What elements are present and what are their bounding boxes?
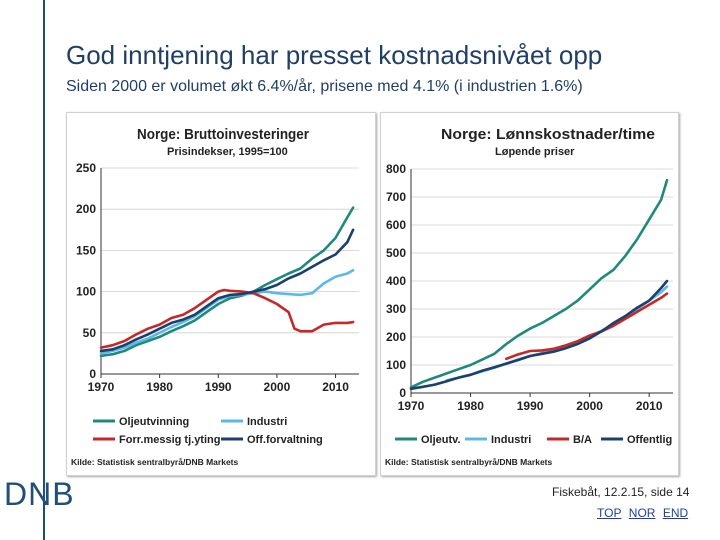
- legend-label: B/A: [573, 434, 592, 446]
- y-tick-label: 100: [76, 285, 96, 299]
- y-tick-label: 200: [76, 202, 96, 216]
- y-tick-label: 200: [386, 330, 406, 344]
- series-line-3: [99, 228, 355, 353]
- x-tick-label: 2000: [576, 399, 603, 413]
- footer-navigation: TOP NOR END: [597, 506, 692, 520]
- legend-label: Forr.messig tj.yting: [119, 434, 220, 446]
- slide-title: God inntjening har presset kostnadsnivåe…: [66, 40, 603, 70]
- nav-link-top[interactable]: TOP: [597, 506, 622, 520]
- y-tick-label: 250: [76, 161, 96, 175]
- y-tick-label: 50: [83, 326, 97, 340]
- series-line-2: [505, 292, 669, 361]
- series-line-1: [99, 268, 355, 355]
- y-tick-label: 600: [386, 218, 406, 232]
- x-tick-label: 1990: [205, 380, 232, 394]
- series-line-1: [445, 285, 669, 382]
- dnb-logo: DNB: [4, 476, 75, 512]
- chart-source: Kilde: Statistisk sentralbyrå/DNB Market…: [71, 457, 238, 467]
- legend-label: Off.forvaltning: [247, 434, 323, 446]
- chart-title: Norge: Bruttoinvesteringer: [137, 126, 309, 143]
- x-tick-label: 1980: [457, 399, 484, 413]
- legend-label: Industri: [247, 416, 287, 428]
- chart-title: Norge: Lønnskostnader/time: [441, 126, 655, 143]
- chart-subtitle: Løpende priser: [495, 146, 575, 158]
- legend-label: Offentlig: [627, 434, 672, 446]
- footer-source-text: Fiskebåt, 12.2.15, side 14: [552, 485, 690, 499]
- x-tick-label: 2010: [322, 380, 349, 394]
- y-tick-label: 500: [386, 246, 406, 260]
- y-tick-label: 150: [76, 243, 96, 257]
- chart-source: Kilde: Statistisk sentralbyrå/DNB Market…: [385, 457, 552, 467]
- x-tick-label: 2010: [636, 399, 663, 413]
- legend-label: Industri: [491, 434, 531, 446]
- y-tick-label: 800: [386, 162, 406, 176]
- slide-subtitle: Siden 2000 er volumet økt 6.4%/år, prise…: [66, 78, 583, 95]
- investment-price-index-chart: 0 50 100 150 200 250 1970 1980 1990 2000 2010 Norge…: [71, 126, 359, 467]
- labour-cost-per-hour-chart: 0 100 200 300 400 500 600 700 800 1970 1980 1990 200…: [385, 126, 673, 467]
- x-tick-label: 1970: [88, 380, 115, 394]
- chart-panel-labour-costs: 0 100 200 300 400 500 600 700 800 1970 1980 1990 200…: [380, 112, 679, 476]
- x-tick-label: 1970: [398, 399, 425, 413]
- y-tick-label: 300: [386, 302, 406, 316]
- series-line-0: [409, 178, 669, 389]
- series-line-2: [99, 288, 355, 349]
- chart-subtitle: Prisindekser, 1995=100: [167, 146, 288, 158]
- legend-label: Oljeutv.: [421, 434, 461, 446]
- series-line-0: [99, 206, 355, 358]
- y-tick-label: 100: [386, 358, 406, 372]
- x-tick-label: 2000: [264, 380, 291, 394]
- y-tick-label: 0: [399, 386, 406, 400]
- y-tick-label: 700: [386, 190, 406, 204]
- x-tick-label: 1990: [517, 399, 544, 413]
- y-tick-label: 400: [386, 274, 406, 288]
- nav-link-end[interactable]: END: [662, 506, 689, 520]
- y-tick-label: 0: [89, 367, 96, 381]
- x-tick-label: 1980: [146, 380, 173, 394]
- nav-link-nor[interactable]: NOR: [628, 506, 656, 520]
- accent-divider-line: [43, 0, 45, 540]
- chart-panel-investments: 0 50 100 150 200 250 1970 1980 1990 2000 2010 Norge…: [66, 112, 376, 476]
- series-line-3: [409, 279, 669, 391]
- legend-label: Oljeutvinning: [119, 416, 189, 428]
